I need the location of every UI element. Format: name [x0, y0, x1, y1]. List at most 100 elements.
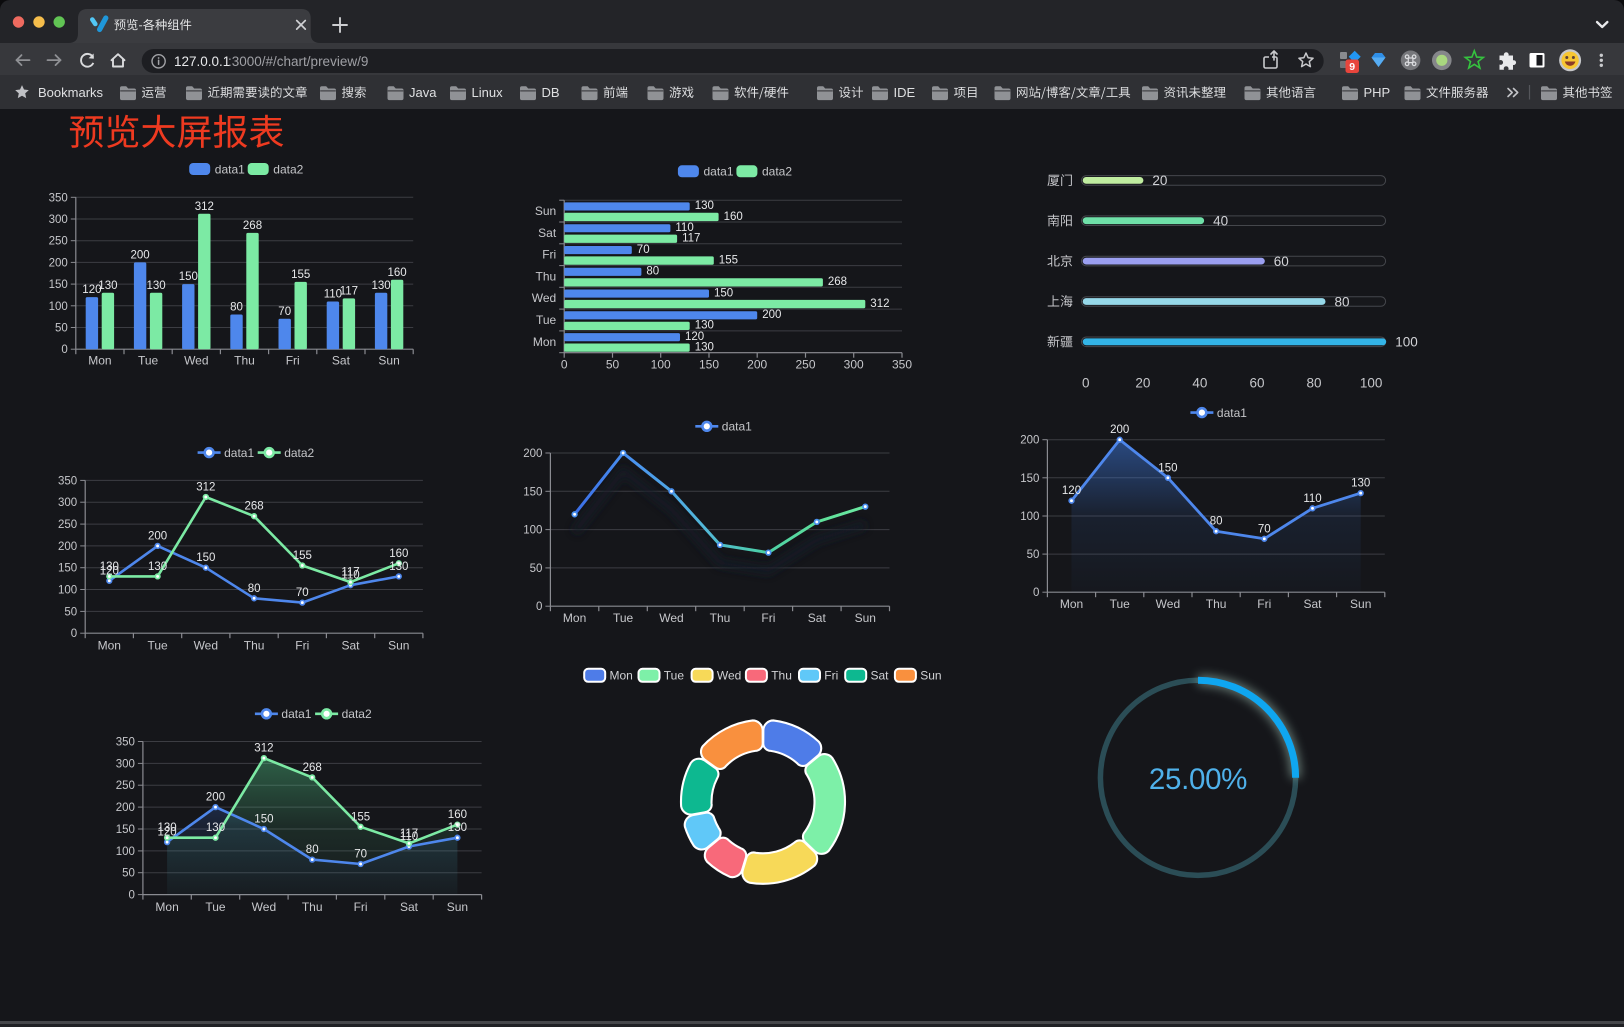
svg-text:155: 155 — [719, 254, 738, 266]
svg-text:150: 150 — [179, 271, 198, 283]
svg-text:350: 350 — [58, 475, 77, 487]
svg-text:100: 100 — [1020, 511, 1039, 523]
svg-text:100: 100 — [651, 358, 671, 372]
svg-text:200: 200 — [523, 448, 542, 460]
svg-text:40: 40 — [1213, 214, 1228, 229]
svg-text:110: 110 — [1303, 493, 1321, 505]
svg-text:70: 70 — [278, 306, 291, 318]
svg-text:data1: data1 — [281, 707, 311, 721]
svg-text:50: 50 — [55, 323, 68, 335]
svg-text:PHP: PHP — [1364, 85, 1391, 100]
svg-text:Linux: Linux — [472, 85, 504, 100]
svg-text:130: 130 — [695, 320, 714, 332]
svg-text:20: 20 — [1152, 173, 1167, 188]
svg-text:Wed: Wed — [252, 900, 276, 914]
svg-text:Sat: Sat — [808, 611, 827, 625]
svg-text:0: 0 — [71, 628, 77, 640]
svg-text:25.00%: 25.00% — [1149, 763, 1247, 796]
svg-text:50: 50 — [122, 868, 135, 880]
svg-text:130: 130 — [372, 280, 391, 292]
svg-text:60: 60 — [1249, 376, 1264, 391]
svg-text:Tue: Tue — [613, 611, 634, 625]
svg-text:160: 160 — [388, 267, 407, 279]
svg-text:155: 155 — [291, 269, 310, 281]
svg-text:Sat: Sat — [538, 226, 557, 240]
svg-text:0: 0 — [536, 601, 542, 613]
svg-text:130: 130 — [695, 342, 714, 354]
svg-text:50: 50 — [606, 358, 620, 372]
svg-text:0: 0 — [1033, 587, 1039, 599]
svg-text:0: 0 — [128, 890, 134, 902]
svg-text:Wed: Wed — [194, 639, 218, 653]
svg-text::3000/#/chart/preview/9: :3000/#/chart/preview/9 — [228, 54, 368, 69]
svg-text:Mon: Mon — [1060, 597, 1083, 611]
svg-text:Bookmarks: Bookmarks — [38, 85, 104, 100]
svg-text:data1: data1 — [704, 165, 734, 179]
svg-text:110: 110 — [341, 570, 359, 582]
svg-text:60: 60 — [1274, 254, 1289, 269]
svg-text:Sun: Sun — [447, 900, 468, 914]
svg-text:130: 130 — [147, 280, 166, 292]
svg-text:70: 70 — [637, 244, 650, 256]
svg-text:Fri: Fri — [542, 248, 556, 262]
svg-text:Fri: Fri — [824, 669, 838, 683]
svg-text:Tue: Tue — [664, 669, 685, 683]
svg-text:Fri: Fri — [286, 354, 300, 368]
svg-text:350: 350 — [892, 358, 912, 372]
svg-text:312: 312 — [870, 298, 889, 310]
svg-text:110: 110 — [400, 831, 418, 843]
svg-text:110: 110 — [675, 222, 693, 234]
svg-text:Fri: Fri — [295, 639, 309, 653]
svg-text:312: 312 — [196, 482, 215, 494]
svg-text:150: 150 — [523, 486, 542, 498]
svg-text:Tue: Tue — [1110, 597, 1131, 611]
svg-text:160: 160 — [389, 548, 408, 560]
svg-text:80: 80 — [646, 266, 659, 278]
svg-text:Java: Java — [409, 85, 437, 100]
svg-text:130: 130 — [1351, 478, 1370, 490]
svg-text:Sun: Sun — [920, 669, 941, 683]
svg-text:130: 130 — [389, 561, 408, 573]
svg-text:Thu: Thu — [302, 900, 323, 914]
svg-text:150: 150 — [196, 552, 215, 564]
svg-text:80: 80 — [1335, 294, 1350, 309]
svg-text:data2: data2 — [762, 165, 792, 179]
svg-text:312: 312 — [254, 743, 273, 755]
svg-text:120: 120 — [82, 284, 101, 296]
svg-text:200: 200 — [148, 530, 167, 542]
svg-text:data1: data1 — [1217, 406, 1247, 420]
svg-text:70: 70 — [354, 849, 367, 861]
svg-text:Fri: Fri — [1257, 597, 1271, 611]
svg-text:80: 80 — [1306, 376, 1321, 391]
svg-text:268: 268 — [303, 762, 322, 774]
svg-text:40: 40 — [1192, 376, 1207, 391]
svg-text:Wed: Wed — [184, 354, 208, 368]
svg-text:0: 0 — [1082, 376, 1090, 391]
svg-text:Thu: Thu — [771, 669, 792, 683]
svg-text:80: 80 — [230, 302, 243, 314]
svg-text:Mon: Mon — [155, 900, 178, 914]
svg-text:70: 70 — [296, 587, 309, 599]
svg-text:Sun: Sun — [535, 204, 556, 218]
svg-text:350: 350 — [116, 737, 135, 749]
svg-text:Sat: Sat — [341, 639, 360, 653]
svg-text:9: 9 — [1349, 61, 1355, 73]
svg-text:100: 100 — [49, 301, 68, 313]
svg-text:Thu: Thu — [710, 611, 731, 625]
svg-text:Sat: Sat — [332, 354, 351, 368]
svg-text:data2: data2 — [342, 707, 372, 721]
svg-text:20: 20 — [1135, 376, 1150, 391]
svg-text:Thu: Thu — [234, 354, 255, 368]
svg-text:160: 160 — [724, 211, 743, 223]
svg-text:Tue: Tue — [536, 313, 557, 327]
svg-text:250: 250 — [116, 780, 135, 792]
svg-text:200: 200 — [58, 541, 77, 553]
svg-text:150: 150 — [1158, 462, 1177, 474]
svg-text:data2: data2 — [284, 446, 314, 460]
svg-text:50: 50 — [64, 606, 77, 618]
svg-text:150: 150 — [49, 279, 68, 291]
svg-text:Wed: Wed — [1156, 597, 1180, 611]
svg-text:Sun: Sun — [378, 354, 399, 368]
svg-text:150: 150 — [1020, 473, 1039, 485]
svg-text:350: 350 — [49, 192, 68, 204]
